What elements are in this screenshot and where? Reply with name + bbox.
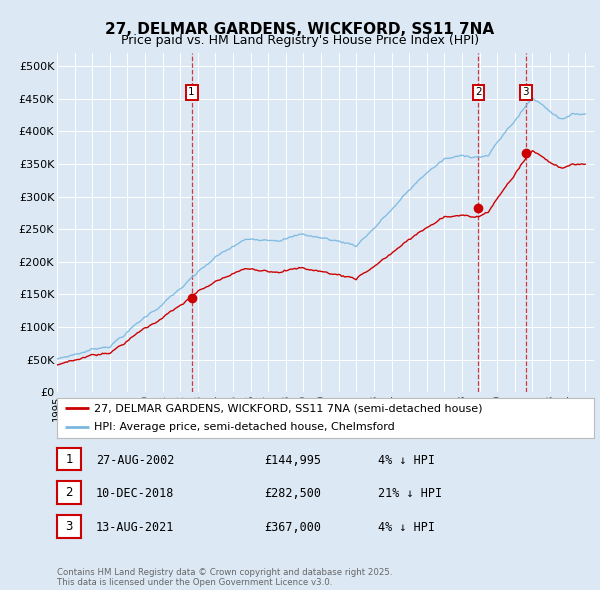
Text: 1: 1 [65, 453, 73, 466]
Text: Contains HM Land Registry data © Crown copyright and database right 2025.
This d: Contains HM Land Registry data © Crown c… [57, 568, 392, 587]
Text: 27, DELMAR GARDENS, WICKFORD, SS11 7NA (semi-detached house): 27, DELMAR GARDENS, WICKFORD, SS11 7NA (… [94, 404, 482, 414]
Text: 27-AUG-2002: 27-AUG-2002 [96, 454, 175, 467]
Text: 2: 2 [65, 486, 73, 499]
Text: £282,500: £282,500 [264, 487, 321, 500]
Text: 27, DELMAR GARDENS, WICKFORD, SS11 7NA: 27, DELMAR GARDENS, WICKFORD, SS11 7NA [106, 22, 494, 37]
Text: HPI: Average price, semi-detached house, Chelmsford: HPI: Average price, semi-detached house,… [94, 422, 394, 432]
Text: Price paid vs. HM Land Registry's House Price Index (HPI): Price paid vs. HM Land Registry's House … [121, 34, 479, 47]
Text: 2: 2 [475, 87, 482, 97]
Text: 4% ↓ HPI: 4% ↓ HPI [378, 521, 435, 534]
Text: 4% ↓ HPI: 4% ↓ HPI [378, 454, 435, 467]
Text: 1: 1 [188, 87, 195, 97]
Text: 3: 3 [65, 520, 73, 533]
Text: 10-DEC-2018: 10-DEC-2018 [96, 487, 175, 500]
Text: £144,995: £144,995 [264, 454, 321, 467]
Text: 3: 3 [523, 87, 529, 97]
Text: £367,000: £367,000 [264, 521, 321, 534]
Text: 21% ↓ HPI: 21% ↓ HPI [378, 487, 442, 500]
Text: 13-AUG-2021: 13-AUG-2021 [96, 521, 175, 534]
